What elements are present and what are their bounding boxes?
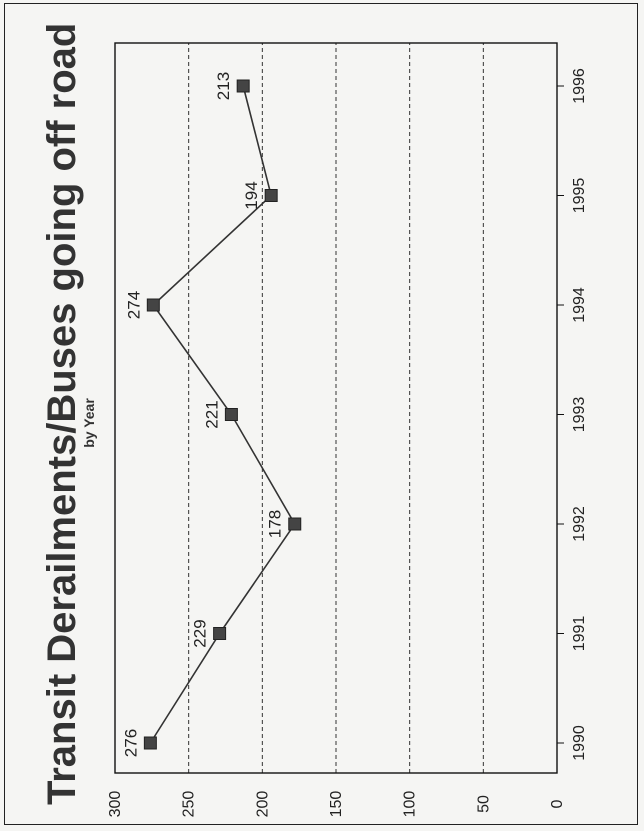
y-tick-label: 100 <box>402 791 419 818</box>
data-labels: 276 229 178 221 274 194 213 <box>121 72 284 757</box>
y-tick-label: 0 <box>549 799 566 808</box>
y-axis: 0 50 100 150 200 250 300 <box>107 791 566 818</box>
chart-subtitle: by Year <box>81 398 97 448</box>
data-point-marker <box>213 627 227 640</box>
data-label: 274 <box>124 291 143 319</box>
data-label: 194 <box>242 181 261 209</box>
data-point-marker <box>264 189 278 202</box>
y-tick-label: 300 <box>107 791 124 818</box>
x-axis: 1990 1991 1992 1993 1994 1995 1996 <box>557 68 588 761</box>
plot-area <box>114 42 558 774</box>
y-tick-label: 250 <box>181 791 198 818</box>
gridlines <box>188 43 484 773</box>
x-tick-label: 1994 <box>571 287 588 323</box>
data-points <box>143 79 302 750</box>
data-label: 178 <box>266 510 285 538</box>
data-point-marker <box>143 736 157 750</box>
data-point-marker <box>236 79 250 93</box>
data-label: 229 <box>191 619 210 647</box>
data-point-marker <box>288 517 302 531</box>
data-point-marker <box>224 408 238 421</box>
x-tick-label: 1995 <box>571 178 588 214</box>
chart-title: Transit Derailments/Buses going off road <box>40 23 84 805</box>
x-tick-label: 1990 <box>571 725 588 761</box>
chart-frame <box>4 3 638 825</box>
data-label: 276 <box>121 729 140 757</box>
x-tick-label: 1991 <box>571 616 588 652</box>
y-tick-label: 200 <box>254 791 271 818</box>
x-tick-label: 1996 <box>571 68 588 104</box>
x-tick-label: 1993 <box>571 397 588 433</box>
x-tick-label: 1992 <box>571 506 588 542</box>
series-line <box>149 85 296 744</box>
data-label: 213 <box>214 72 233 100</box>
data-point-marker <box>146 298 160 312</box>
y-tick-label: 50 <box>475 795 492 813</box>
y-tick-label: 150 <box>328 791 345 818</box>
data-label: 221 <box>202 400 221 428</box>
